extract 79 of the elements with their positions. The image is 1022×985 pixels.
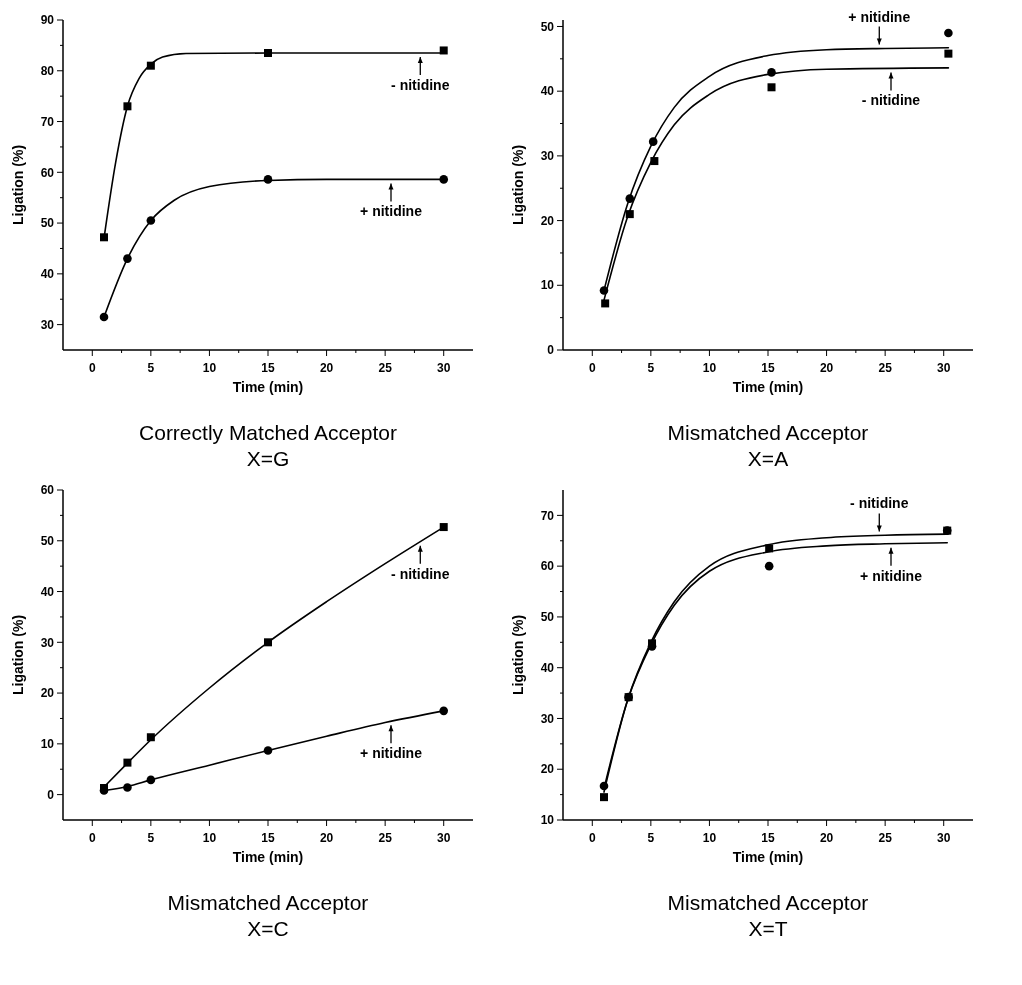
x-axis-title: Time (min): [732, 379, 804, 395]
legend-label: + nitidine: [360, 203, 423, 220]
y-tick-label: 90: [40, 13, 55, 28]
y-tick-label: 50: [540, 610, 555, 625]
x-tick-label: 0: [588, 831, 596, 845]
y-tick-label: 30: [40, 635, 55, 650]
x-tick-label: 10: [702, 361, 717, 375]
y-tick-label: 10: [540, 278, 555, 293]
y-tick-label: 40: [40, 267, 55, 282]
y-axis-title: Ligation (%): [510, 614, 526, 696]
x-tick-label: 20: [319, 361, 334, 375]
y-tick-label: 0: [47, 787, 55, 802]
y-tick-label: 50: [40, 216, 55, 231]
y-axis-title: Ligation (%): [10, 144, 26, 226]
series-label: - nitidine: [850, 495, 909, 512]
text: Correctly Matched Acceptor: [139, 421, 397, 444]
y-tick-label: 80: [40, 63, 55, 78]
text: Mismatched Acceptor: [667, 891, 869, 914]
legend-label: + nitidine: [360, 745, 423, 762]
x-tick-label: 15: [761, 361, 775, 375]
y-tick-label: 60: [540, 559, 555, 574]
legend-label: + nitidine: [860, 567, 923, 584]
text: X=C: [247, 917, 289, 940]
y-tick-label: 30: [540, 149, 555, 164]
text: Mismatched Acceptor: [167, 891, 369, 914]
x-tick-label: 15: [761, 831, 775, 845]
y-tick-label: 20: [540, 213, 555, 228]
y-axis-title: Ligation (%): [10, 614, 26, 696]
x-tick-label: 20: [319, 831, 334, 845]
y-axis-title: Ligation (%): [510, 144, 526, 226]
text: Mismatched Acceptor: [667, 421, 869, 444]
x-tick-label: 5: [147, 831, 155, 845]
y-tick-label: 10: [540, 813, 555, 828]
y-tick-label: 40: [540, 660, 555, 675]
x-tick-label: 0: [588, 361, 596, 375]
x-tick-label: 25: [378, 831, 393, 845]
x-tick-label: 15: [261, 831, 275, 845]
x-tick-label: 30: [437, 361, 451, 375]
y-tick-label: 20: [540, 762, 555, 777]
x-tick-label: 25: [878, 361, 893, 375]
x-tick-label: 0: [88, 361, 96, 375]
x-tick-label: 10: [702, 831, 717, 845]
x-tick-label: 25: [378, 361, 393, 375]
x-axis-title: Time (min): [232, 379, 304, 395]
y-tick-label: 60: [40, 483, 55, 498]
legend-label: - nitidine: [391, 565, 450, 582]
x-tick-label: 0: [88, 831, 96, 845]
legend-label: - nitidine: [861, 92, 921, 109]
series-label: + nitidine: [848, 8, 911, 25]
x-axis-title: Time (min): [232, 849, 304, 865]
x-tick-label: 20: [819, 361, 834, 375]
x-tick-label: 15: [261, 361, 275, 375]
y-tick-label: 70: [40, 114, 55, 129]
y-tick-label: 50: [40, 533, 55, 548]
x-tick-label: 10: [202, 361, 217, 375]
x-tick-label: 30: [437, 831, 451, 845]
y-tick-label: 70: [540, 508, 555, 523]
x-tick-label: 5: [647, 831, 655, 845]
text: X=G: [246, 447, 290, 470]
x-tick-label: 30: [937, 361, 951, 375]
text: X=A: [747, 447, 789, 470]
legend-label: - nitidine: [391, 77, 450, 93]
y-tick-label: 10: [40, 737, 55, 752]
x-tick-label: 10: [202, 831, 217, 845]
y-tick-label: 60: [40, 165, 55, 180]
x-tick-label: 20: [819, 831, 834, 845]
y-tick-label: 40: [540, 84, 555, 99]
y-tick-label: 0: [547, 343, 555, 358]
y-tick-label: 20: [40, 686, 55, 701]
x-axis-title: Time (min): [732, 849, 804, 865]
y-tick-label: 30: [40, 317, 55, 332]
y-tick-label: 30: [540, 711, 555, 726]
x-tick-label: 5: [647, 361, 655, 375]
x-tick-label: 30: [937, 831, 951, 845]
y-tick-label: 40: [40, 584, 55, 599]
y-tick-label: 50: [540, 19, 555, 34]
x-tick-label: 5: [147, 361, 155, 375]
x-tick-label: 25: [878, 831, 893, 845]
text: X=T: [748, 917, 788, 940]
